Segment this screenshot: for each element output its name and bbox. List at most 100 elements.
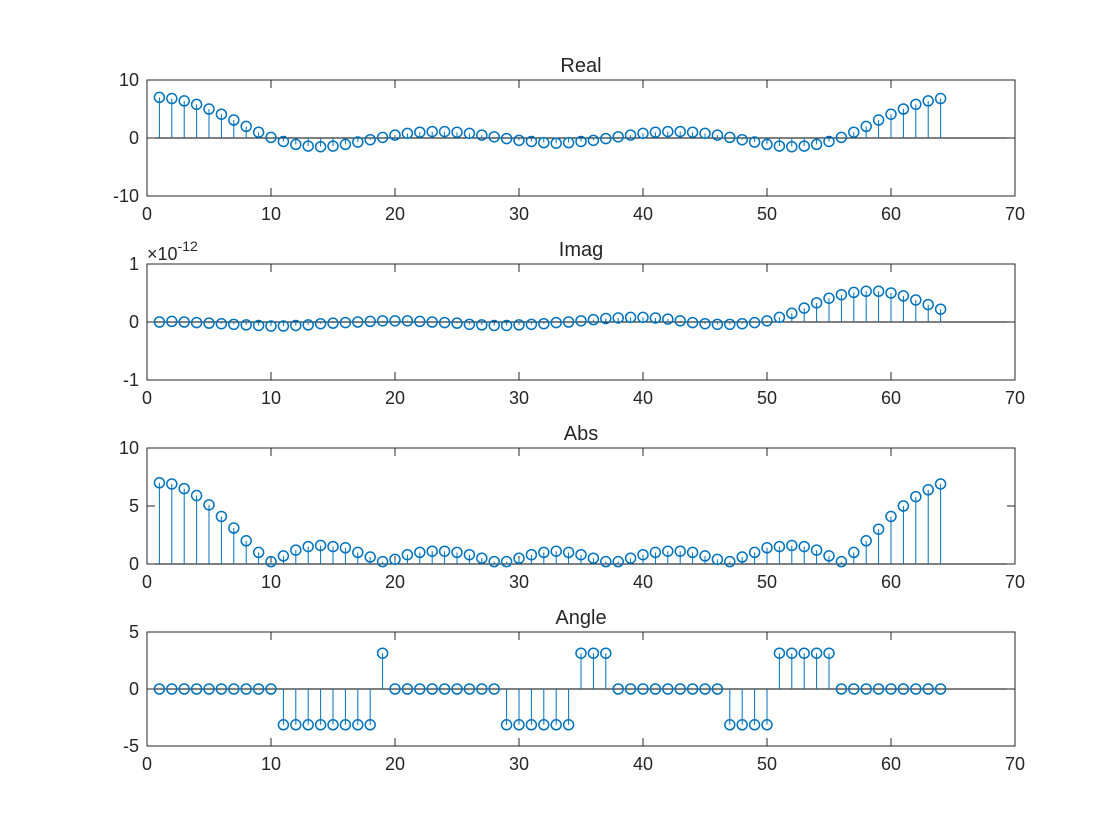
stem-marker <box>810 544 823 556</box>
stem-marker <box>773 140 786 152</box>
stem-marker <box>562 316 575 328</box>
x-tick-label: 0 <box>142 572 152 592</box>
stem-marker <box>178 316 190 328</box>
x-tick-label: 40 <box>633 754 653 774</box>
stem-marker <box>848 286 860 299</box>
stem-marker <box>438 125 451 138</box>
stem-marker <box>364 719 376 731</box>
stem-marker <box>910 294 922 306</box>
stem-marker <box>178 95 190 107</box>
y-tick-label: 5 <box>129 496 139 516</box>
stem-marker <box>339 138 352 151</box>
stem-marker <box>290 319 302 332</box>
stem-marker <box>166 315 178 328</box>
stem-marker <box>748 136 761 148</box>
stem-marker <box>872 285 885 298</box>
stem-marker <box>748 316 761 329</box>
x-tick-label: 10 <box>261 388 281 408</box>
y-tick-label: 0 <box>129 679 139 699</box>
stem-marker <box>513 719 525 731</box>
stem-marker <box>327 719 339 731</box>
stem-marker <box>228 683 240 695</box>
stem-marker <box>761 138 773 151</box>
stem-marker <box>736 133 748 146</box>
stem-marker <box>798 647 810 659</box>
stem-marker <box>897 103 910 115</box>
stem-marker <box>302 540 314 553</box>
stem-marker <box>352 719 364 731</box>
stem-marker <box>277 719 290 731</box>
stem-marker <box>885 683 897 695</box>
stem-marker <box>401 127 414 140</box>
stem-marker <box>389 315 401 327</box>
subplot-title: Real <box>560 55 601 77</box>
stem-marker <box>649 126 662 138</box>
stem-marker <box>240 683 252 695</box>
stem-marker <box>538 317 550 330</box>
stem-marker <box>823 647 835 659</box>
stem-marker <box>513 134 525 147</box>
stem-marker <box>848 683 860 695</box>
stem-marker <box>252 126 265 138</box>
x-tick-label: 40 <box>633 572 653 592</box>
stem-marker <box>897 500 910 512</box>
stem-marker <box>587 552 600 564</box>
stem-marker <box>352 316 364 328</box>
stem-marker <box>575 647 587 659</box>
x-tick-label: 0 <box>142 388 152 408</box>
stem-marker <box>190 683 203 695</box>
x-tick-label: 0 <box>142 204 152 224</box>
y-tick-label: -10 <box>113 186 139 206</box>
stem-marker <box>587 134 600 147</box>
stem-marker <box>686 683 699 695</box>
x-tick-label: 10 <box>261 572 281 592</box>
stem-marker <box>587 313 600 326</box>
stem-marker <box>711 553 724 566</box>
stem-marker <box>674 683 686 695</box>
stem-marker <box>513 319 525 331</box>
stem-marker <box>426 125 438 138</box>
stem-marker <box>587 647 600 659</box>
stem-marker <box>798 302 810 314</box>
stem-marker <box>922 484 934 496</box>
stem-marker <box>711 129 724 141</box>
stem-marker <box>600 132 612 145</box>
stem-marker <box>699 127 711 140</box>
stem-marker <box>724 318 736 331</box>
x-tick-label: 70 <box>1005 572 1025 592</box>
x-tick-label: 30 <box>509 388 529 408</box>
stem-marker <box>488 683 500 695</box>
stem-marker <box>252 546 265 559</box>
stem-marker <box>686 126 699 138</box>
stem-marker <box>885 510 897 523</box>
stem-marker <box>823 292 835 304</box>
stem-marker <box>823 135 835 148</box>
y-exponent-label: ×10-12 <box>147 238 198 264</box>
axes-box <box>146 447 1016 565</box>
stem-marker <box>203 499 215 511</box>
stem-marker <box>624 683 637 695</box>
stem-marker <box>302 140 314 152</box>
stem-marker <box>686 316 699 329</box>
stem-marker <box>786 140 798 153</box>
stem-marker <box>426 545 438 557</box>
stem-marker <box>724 719 736 731</box>
stem-marker <box>525 719 538 731</box>
stem-marker <box>538 546 550 559</box>
stem-marker <box>686 546 699 559</box>
stem-marker <box>910 683 922 695</box>
stem-marker <box>562 719 575 731</box>
stem-marker <box>190 316 203 329</box>
stem-marker <box>426 316 438 328</box>
stem-marker <box>513 552 525 564</box>
stem-marker <box>786 539 798 552</box>
stem-marker <box>662 125 674 138</box>
stem-marker <box>500 319 513 332</box>
stem-marker <box>525 135 538 148</box>
x-tick-label: 30 <box>509 754 529 774</box>
stem-marker <box>848 126 860 138</box>
stem-marker <box>649 683 662 695</box>
stem-marker <box>897 683 910 695</box>
x-tick-label: 20 <box>385 204 405 224</box>
stem-marker <box>699 317 711 330</box>
